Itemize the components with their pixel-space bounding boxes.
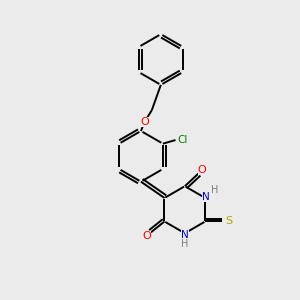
Text: O: O <box>140 117 149 127</box>
Text: N: N <box>181 230 189 240</box>
Text: O: O <box>198 165 206 175</box>
Text: H: H <box>181 239 188 249</box>
Text: Cl: Cl <box>178 135 188 145</box>
Text: S: S <box>225 217 232 226</box>
Text: H: H <box>212 185 219 195</box>
Text: N: N <box>202 192 210 202</box>
Text: O: O <box>142 231 151 241</box>
